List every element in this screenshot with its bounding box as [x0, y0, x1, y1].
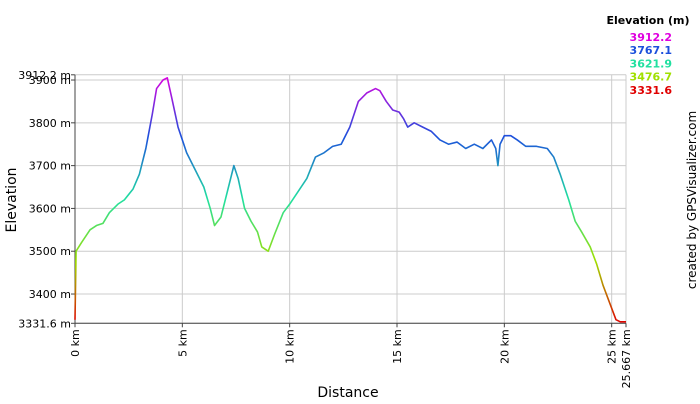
legend-value: 3621.9	[630, 57, 672, 70]
elevation-line	[74, 77, 626, 323]
y-tick-label: 3500 m	[29, 245, 71, 258]
x-tick-label: 0 km	[69, 329, 82, 357]
x-tick-label: 20 km	[498, 329, 511, 364]
legend-title: Elevation (m)	[606, 14, 689, 27]
legend-value: 3767.1	[630, 44, 672, 57]
x-tick-label: 15 km	[391, 329, 404, 364]
x-tick-label: 5 km	[176, 329, 189, 357]
x-tick-label: 10 km	[284, 329, 297, 364]
y-tick-label: 3400 m	[29, 288, 71, 301]
y-tick-label: 3600 m	[29, 202, 71, 215]
y-tick-label: 3700 m	[29, 160, 71, 173]
y-tick-label: 3800 m	[29, 117, 71, 130]
x-axis-title: Distance	[317, 385, 378, 400]
legend-value: 3912.2	[630, 31, 672, 44]
y-tick-label: 3900 m	[29, 74, 71, 87]
credit: created by GPSVisualizer.com	[685, 111, 699, 289]
x-tick-label: 25.667 km	[620, 329, 633, 388]
y-tick-label: 3331.6 m	[18, 317, 71, 330]
y-tick-label: 3912.2 m	[18, 69, 71, 82]
x-tick-label: 25 km	[606, 329, 619, 364]
legend-value: 3476.7	[630, 71, 672, 84]
legend-value: 3331.6	[630, 84, 673, 97]
y-axis-title: Elevation	[4, 167, 20, 232]
